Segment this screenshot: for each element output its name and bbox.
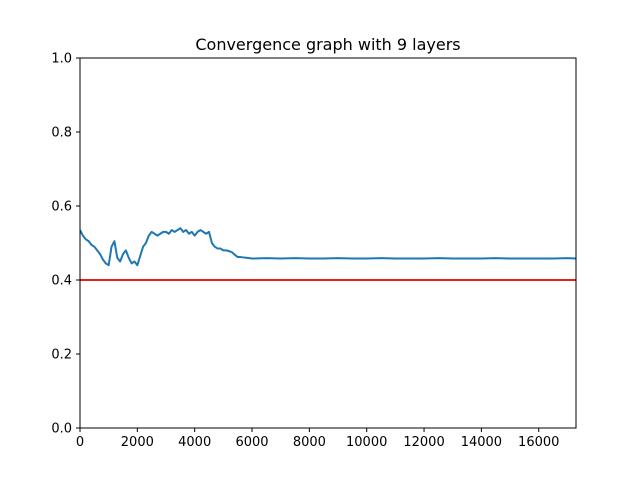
x-tick-label: 16000: [518, 435, 559, 450]
y-tick-label: 0.4: [51, 274, 72, 289]
x-tick-label: 10000: [346, 435, 387, 450]
series-line-convergence: [80, 227, 576, 267]
y-tick-label: 0.0: [51, 422, 72, 437]
x-tick-label: 8000: [293, 435, 326, 450]
x-tick-label: 0: [76, 435, 84, 450]
y-tick-label: 0.8: [51, 126, 72, 141]
x-tick-label: 12000: [403, 435, 444, 450]
y-tick-label: 0.6: [51, 200, 72, 215]
y-tick-label: 1.0: [51, 52, 72, 67]
axes-frame: [79, 57, 577, 429]
y-tick-label: 0.2: [51, 348, 72, 363]
x-tick-label: 6000: [235, 435, 268, 450]
plot-layer: [80, 227, 576, 281]
x-tick-label: 4000: [178, 435, 211, 450]
axes-layer: 0 2000 4000 6000 8000 10000 12000 14000 16000 0.0…: [51, 52, 577, 450]
x-tick-label: 14000: [461, 435, 502, 450]
chart-title: Convergence graph with 9 layers: [195, 35, 460, 54]
x-tick-label: 2000: [121, 435, 154, 450]
